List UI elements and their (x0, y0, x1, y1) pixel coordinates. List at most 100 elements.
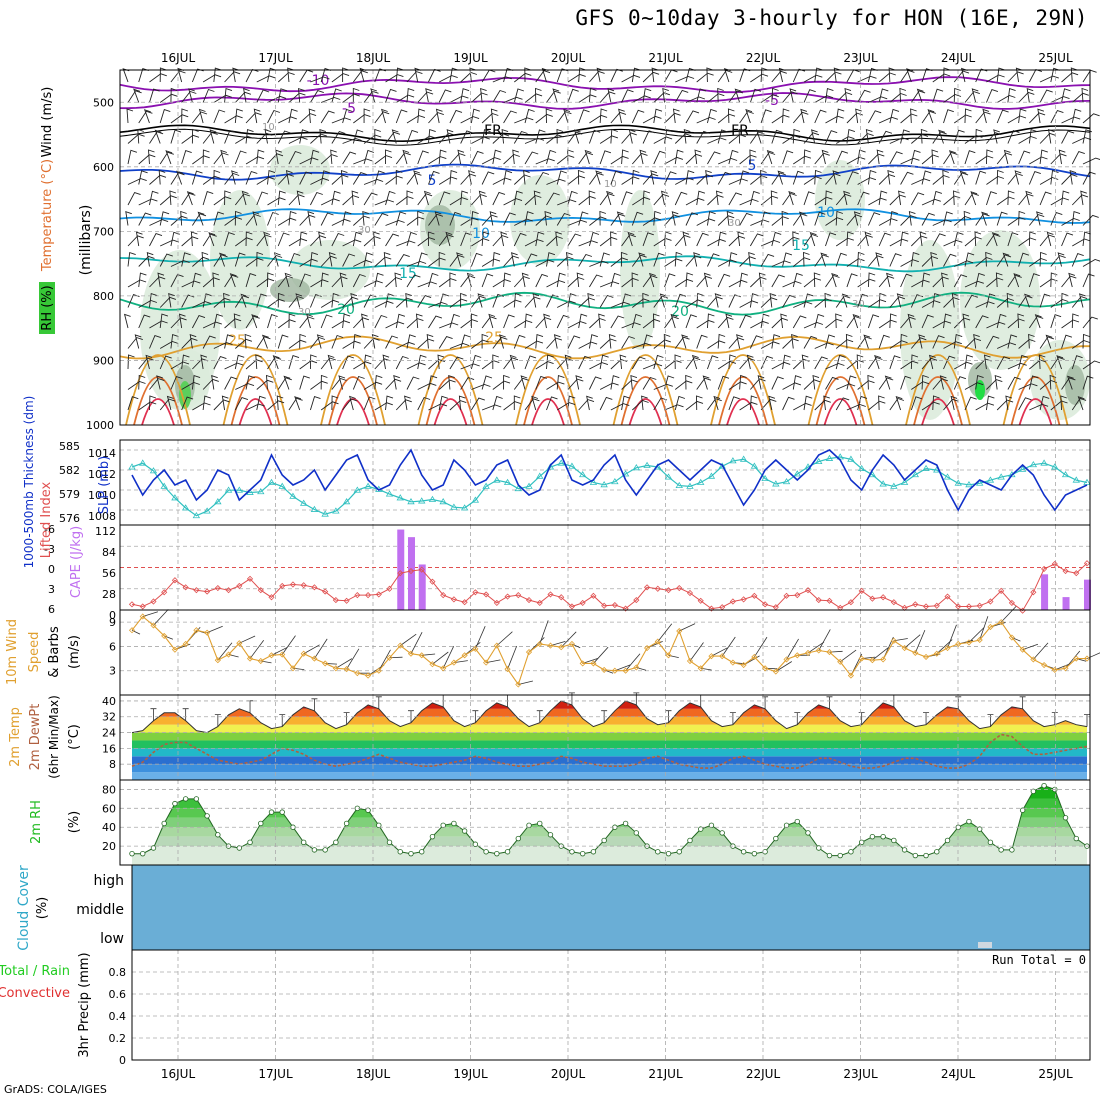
wind-barb (771, 129, 783, 144)
wind-barb (878, 334, 890, 349)
wind-barb (825, 232, 837, 247)
wind-barb (938, 129, 946, 144)
thickness-point (267, 478, 276, 485)
wind-barb (352, 129, 364, 144)
wind-barb (149, 73, 167, 83)
lifted-index-point (504, 593, 511, 600)
wind-barb (889, 92, 907, 103)
wind-barb (567, 276, 585, 288)
wind-barb (632, 342, 652, 349)
wind-barb-10m (206, 625, 223, 634)
wind-barb (1069, 170, 1077, 185)
rh2m-point (494, 850, 500, 857)
wind-barb (573, 129, 581, 144)
wind-barb (481, 404, 502, 411)
wind-barb (546, 337, 563, 349)
pressure-tick-label: 800 (93, 290, 114, 303)
wind-barb (428, 213, 444, 226)
lifted-index-point (804, 587, 812, 594)
wind-barb (1082, 333, 1090, 349)
wind-barb (489, 211, 497, 226)
wind-barb (428, 68, 441, 83)
wind-barb (299, 333, 307, 349)
wind-barb (889, 238, 909, 247)
wind-barb (953, 129, 965, 144)
rh2m-point (848, 849, 854, 855)
wind-barb-10m (1000, 606, 1017, 623)
wind-barb (578, 341, 598, 349)
wind-barb (406, 216, 425, 226)
wind-barb (524, 313, 533, 329)
wind-barb (181, 382, 200, 390)
wind-barb (921, 256, 939, 267)
wind-barb (749, 88, 762, 103)
wind-barb (149, 131, 164, 144)
wind-barb (745, 108, 753, 124)
wind-speed-point (965, 639, 973, 646)
wind-barb (610, 128, 618, 144)
wind-barb (846, 171, 859, 185)
wind-barb (674, 149, 684, 165)
thickness-point (235, 486, 244, 493)
wind-barb (320, 154, 338, 165)
thickness-point (128, 463, 136, 470)
wind-barb (395, 254, 410, 267)
wind-barb (846, 129, 856, 144)
wind-barb (394, 272, 402, 288)
wind-barb (555, 231, 562, 247)
wind-barb (438, 293, 450, 308)
wind-barb (653, 92, 671, 103)
wind-barb (1078, 293, 1086, 308)
isotherm-line (119, 291, 1091, 316)
wind-barb (1050, 314, 1062, 329)
wind-barb (970, 191, 978, 206)
wind-speed-point (912, 649, 919, 656)
lifted-index-point (611, 601, 618, 609)
wind-barb (653, 210, 661, 226)
wind-barb (245, 231, 253, 247)
wind-barb (910, 149, 921, 165)
wind-speed-point (633, 664, 640, 671)
rh2m-point (805, 830, 811, 836)
wind-barb (413, 170, 421, 185)
thickness-point (385, 490, 394, 497)
rh2m-point (837, 852, 843, 859)
wind-barb (649, 272, 656, 288)
wind-barb (685, 255, 702, 267)
wind-barb (202, 293, 213, 308)
wind-barb (621, 335, 635, 349)
wind-speed-point (504, 666, 511, 673)
wind-speed-point (762, 665, 769, 672)
wind-barb (181, 396, 194, 411)
wind-barb (771, 87, 779, 103)
lifted-index-point (128, 601, 136, 608)
wind-barb (438, 75, 458, 83)
wind-barb (1050, 197, 1070, 206)
wind-speed-point (547, 642, 554, 649)
wind-barb (875, 252, 883, 267)
wind-barb (244, 333, 252, 349)
wind-barb (792, 272, 803, 288)
surface-isotherm-arch (238, 398, 273, 426)
lifted-index-point (332, 597, 339, 604)
wind-barb (170, 274, 184, 288)
wind-barb (523, 169, 530, 185)
wind-barb (653, 354, 664, 370)
wind-barb (127, 149, 138, 165)
lifted-index-point (536, 599, 543, 606)
wind-barb (685, 96, 706, 103)
wind-barb-10m (947, 624, 957, 649)
wind-barb (1050, 356, 1065, 370)
wind-barb (503, 314, 515, 329)
wind-barb (674, 395, 686, 411)
wind-barb (481, 129, 491, 144)
wind-barb (299, 214, 316, 226)
wind-barb (760, 211, 771, 226)
wind-barb (406, 362, 426, 370)
wind-barb (470, 108, 480, 124)
rh2m-point (622, 820, 629, 827)
wind-barb (143, 109, 151, 124)
wind-barb (509, 354, 517, 370)
wind-barb (438, 336, 453, 349)
wind-barb (393, 375, 400, 390)
